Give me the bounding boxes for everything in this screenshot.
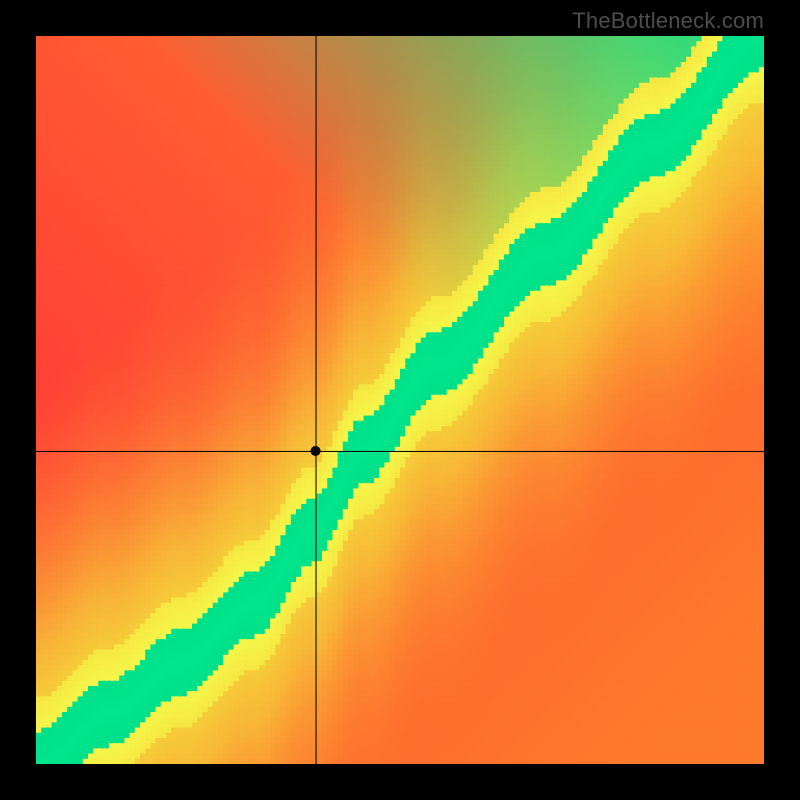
bottleneck-heatmap xyxy=(36,36,764,764)
watermark-text: TheBottleneck.com xyxy=(572,8,764,34)
chart-container: TheBottleneck.com xyxy=(0,0,800,800)
